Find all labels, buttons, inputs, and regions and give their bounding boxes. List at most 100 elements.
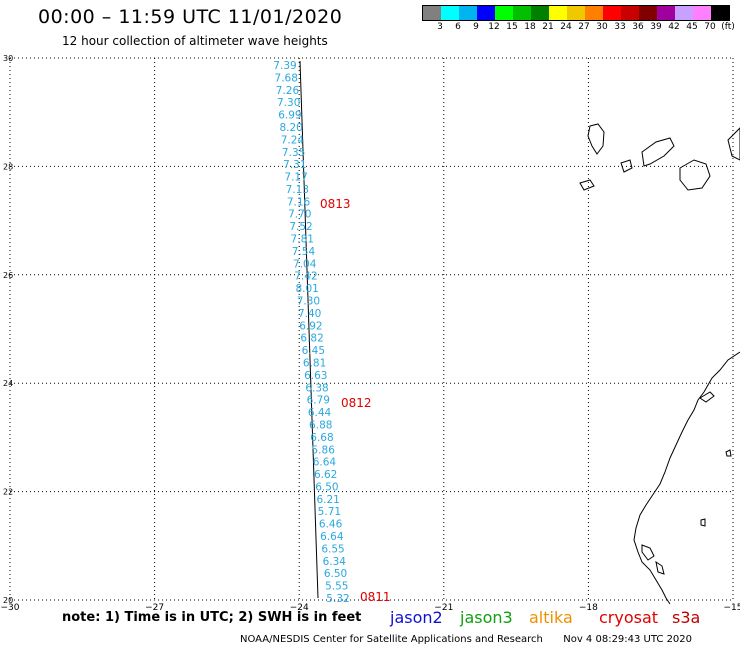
wave-height-label: 6.88 (309, 419, 332, 431)
hierro-island (579, 179, 595, 191)
wave-height-label: 6.64 (320, 531, 344, 543)
color-scale-label: 36 (632, 22, 644, 32)
longitude-tick-label: −30 (1, 603, 20, 613)
latitude-tick-label: 28 (3, 162, 13, 171)
color-swatch (459, 6, 477, 20)
wave-height-label: 5.71 (318, 506, 341, 518)
track-time-label: 0812 (341, 396, 372, 410)
wave-height-label: 7.26 (276, 85, 300, 97)
color-swatch (423, 6, 441, 20)
color-scale-label: 9 (473, 22, 479, 32)
color-scale-label: 27 (578, 22, 590, 32)
color-scale-label: 18 (524, 22, 536, 32)
color-swatch (513, 6, 531, 20)
wave-height-label: 6.46 (319, 519, 343, 531)
color-scale-label: 70 (704, 22, 716, 32)
wave-height-label: 6.50 (324, 568, 347, 580)
color-swatch (531, 6, 549, 20)
wave-height-label: 7.31 (283, 159, 306, 171)
color-swatch (495, 6, 513, 20)
wave-height-label: 6.99 (278, 110, 301, 122)
color-swatch (441, 6, 459, 20)
longitude-tick-label: −21 (434, 603, 453, 613)
wave-height-label: 7.81 (291, 234, 314, 246)
satellite-label-s3a: s3a (672, 608, 701, 627)
latitude-tick-label: 26 (3, 271, 13, 280)
wave-height-label: 5.55 (325, 581, 348, 593)
wave-height-label: 6.50 (315, 481, 338, 493)
color-scale-labels: 3 6 9 12 15 18 21 24 27 30 33 36 39 42 45 70 (ft) (420, 22, 740, 34)
satellite-label-altika: altika (529, 608, 573, 627)
latitude-tick-label: 22 (3, 488, 13, 497)
footer-note: note: 1) Time is in UTC; 2) SWH is in fe… (62, 610, 362, 625)
color-swatch (639, 6, 657, 20)
wave-height-label: 6.82 (300, 333, 323, 345)
color-swatch (567, 6, 585, 20)
wave-height-label: 7.70 (288, 209, 311, 221)
credits-line: NOAA/NESDIS Center for Satellite Applica… (240, 634, 692, 645)
wave-height-label: 7.16 (287, 196, 311, 208)
color-swatch (621, 6, 639, 20)
wave-height-label: 6.64 (313, 457, 337, 469)
color-swatch (549, 6, 567, 20)
wave-height-label: 6.81 (303, 357, 326, 369)
longitude-tick-label: −18 (579, 603, 598, 613)
latitude-tick-label: 20 (3, 596, 13, 605)
wave-height-label: 6.45 (302, 345, 325, 357)
coastal-islet (725, 449, 732, 457)
wave-height-label: 6.55 (321, 543, 344, 555)
wave-height-label: 7.17 (284, 172, 307, 184)
wave-height-label: 6.92 (299, 320, 322, 332)
altimeter-track: 7.397.687.267.306.998.207.247.357.317.17… (273, 60, 390, 605)
map-grid (9, 57, 734, 601)
page-title: 00:00 – 11:59 UTC 11/01/2020 (38, 6, 343, 28)
wave-height-label: 6.63 (304, 370, 327, 382)
banc-arguin (655, 560, 665, 575)
latitude-tick-label: 30 (3, 54, 13, 63)
gomera-island (620, 159, 633, 173)
color-swatch (675, 6, 693, 20)
gran-canaria-island (679, 159, 711, 191)
ground-track-line (299, 60, 319, 599)
color-scale-label: 42 (668, 22, 680, 32)
wave-height-label: 7.30 (297, 296, 320, 308)
color-swatch (711, 6, 729, 20)
color-swatch (585, 6, 603, 20)
longitude-tick-label: −15 (724, 603, 740, 613)
color-scale-label: 3 (437, 22, 443, 32)
satellite-label-jason2: jason2 (390, 608, 443, 627)
color-scale-label: 39 (650, 22, 662, 32)
credits-timestamp: Nov 4 08:29:43 UTC 2020 (563, 634, 693, 645)
wave-height-label: 7.39 (273, 60, 296, 72)
wave-height-label: 7.35 (282, 147, 305, 159)
color-scale-label: 21 (542, 22, 554, 32)
color-scale-label: 33 (614, 22, 626, 32)
wave-height-label: 7.40 (298, 308, 321, 320)
wave-height-label: 7.42 (294, 271, 317, 283)
track-time-label: 0813 (320, 197, 351, 211)
latitude-tick-label: 24 (3, 379, 13, 388)
wave-height-label: 6.38 (305, 382, 328, 394)
color-scale-label: 24 (560, 22, 572, 32)
fuerteventura-island (727, 127, 740, 161)
color-scale-label: 45 (686, 22, 698, 32)
longitude-tick-label: −24 (290, 603, 309, 613)
coastlines (579, 123, 740, 605)
credits-org: NOAA/NESDIS Center for Satellite Applica… (240, 634, 543, 645)
color-swatch (603, 6, 621, 20)
wave-height-label: 7.13 (286, 184, 309, 196)
color-swatch (693, 6, 711, 20)
wave-height-label: 6.21 (316, 494, 339, 506)
color-scale-label: (ft) (721, 22, 735, 32)
track-time-label: 0811 (360, 590, 391, 604)
wave-height-label: 6.44 (308, 407, 332, 419)
color-scale-label: 30 (596, 22, 608, 32)
wave-height-label: 6.79 (307, 395, 330, 407)
color-scale-bar (422, 5, 730, 21)
banc-arguin (641, 544, 655, 561)
color-scale-label: 15 (506, 22, 518, 32)
wave-height-label: 7.24 (281, 134, 305, 146)
wave-height-label: 8.20 (279, 122, 302, 134)
wave-height-label: 6.62 (314, 469, 337, 481)
dakhla-peninsula (699, 391, 715, 403)
